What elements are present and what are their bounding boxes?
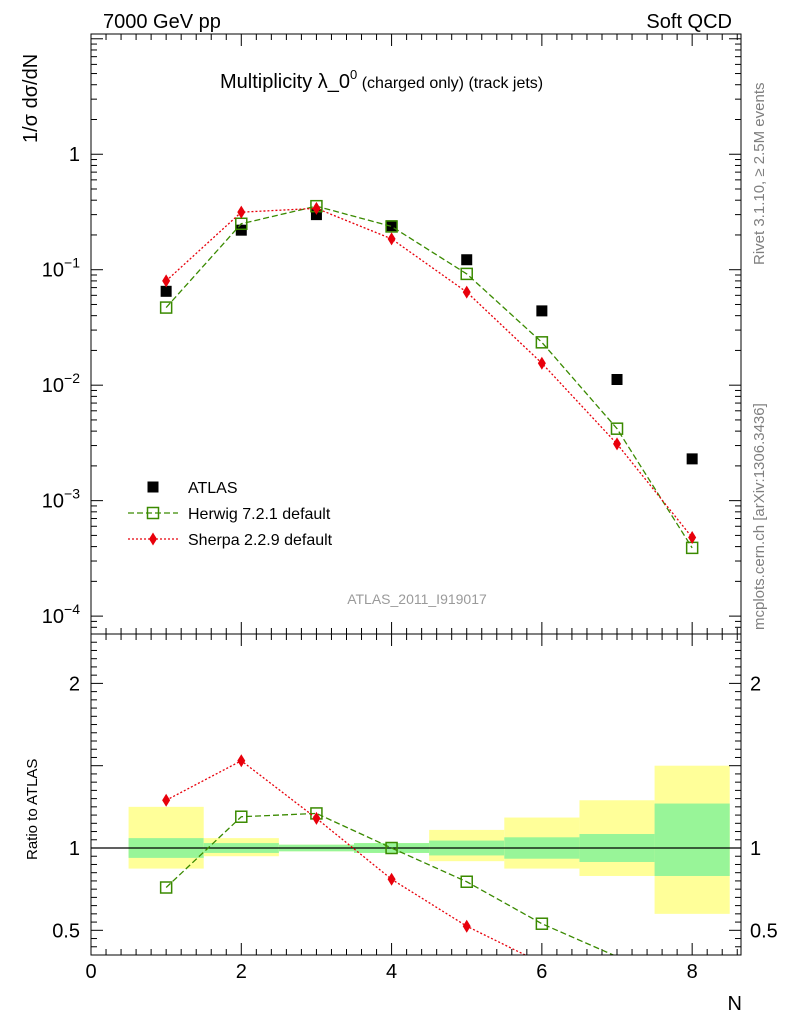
main-panel-axes: 10−4 10−3 10−2 10−1 1 [42, 34, 741, 635]
y-tick-label: 0.5 [52, 920, 80, 942]
data-point-1 [610, 422, 624, 435]
ratio-point-0 [535, 917, 549, 930]
ratio-panel-frame [90, 633, 742, 956]
band-inner [654, 803, 730, 876]
ratio-point-1 [387, 872, 396, 886]
x-tick-label: 8 [687, 961, 698, 983]
y-tick-label-right: 1 [750, 838, 761, 860]
ratio-point-0 [460, 875, 473, 888]
legend-marker-1 [146, 506, 160, 520]
data-point-2 [387, 232, 396, 246]
x-tick-label: 2 [236, 961, 247, 983]
ratio-point-0 [385, 841, 398, 855]
plot-title: Multiplicity λ_00 (charged only) (track … [220, 67, 543, 93]
beam-label: 7000 GeV pp [103, 11, 221, 33]
data-point-1 [385, 220, 398, 233]
ratio-point-1 [237, 754, 246, 768]
data-point-2 [237, 205, 246, 219]
ratio-line-0 [165, 812, 615, 955]
ratio-point-0 [235, 810, 248, 823]
x-tick-label: 6 [536, 961, 547, 983]
mcplots-label: mcplots.cern.ch [arXiv:1306.3436] [751, 403, 768, 630]
y-tick-label: 1 [69, 838, 80, 860]
ratio-series-group [159, 754, 615, 955]
y-tick-label: 1 [69, 144, 80, 166]
main-panel-series [159, 199, 699, 555]
ratio-point-1 [312, 811, 321, 825]
ratio-uncertainty-bands [128, 765, 730, 914]
data-point-2 [162, 274, 171, 288]
y-tick-label-right: 2 [750, 673, 761, 695]
data-point-2 [312, 201, 321, 215]
y-tick-label: 10−2 [42, 370, 80, 397]
x-tick-label: 0 [85, 961, 96, 983]
data-point-0 [611, 373, 623, 385]
legend-label-1: Herwig 7.2.1 default [188, 506, 331, 523]
data-point-0 [461, 254, 473, 266]
analysis-reference: ATLAS_2011_I919017 [347, 591, 487, 607]
x-axis-label: N [728, 993, 742, 1015]
legend: ATLAS Herwig 7.2.1 default Sherpa 2.2.9 de… [128, 480, 333, 549]
data-point-0 [536, 305, 548, 317]
y-tick-label-right: 0.5 [750, 920, 778, 942]
y-tick-label: 10−4 [42, 601, 80, 628]
data-point-1 [535, 336, 549, 349]
ratio-line-1 [165, 759, 527, 955]
process-label: Soft QCD [646, 11, 732, 33]
data-point-1 [460, 267, 473, 281]
data-point-2 [613, 437, 622, 451]
ratio-point-0 [159, 881, 173, 894]
y-tick-label: 2 [69, 673, 80, 695]
y-axis-label-ratio: Ratio to ATLAS [24, 759, 41, 860]
data-point-2 [462, 285, 471, 299]
data-point-0 [160, 285, 172, 297]
data-point-0 [386, 220, 398, 232]
legend-marker-2 [149, 532, 157, 546]
x-tick-label: 4 [386, 961, 397, 983]
legend-label-2: Sherpa 2.2.9 default [188, 532, 333, 549]
y-tick-label: 10−3 [42, 486, 80, 513]
ratio-point-1 [462, 919, 471, 933]
ratio-panel-axes: 0 2 4 6 8 0.5 0.5 1 1 2 2 [52, 633, 778, 983]
ratio-panel-series [159, 754, 615, 955]
rivet-version-label: Rivet 3.1.10, ≥ 2.5M events [751, 83, 768, 266]
ratio-point-1 [162, 793, 171, 807]
legend-marker-0 [147, 481, 159, 493]
data-point-1 [159, 301, 173, 314]
data-point-0 [686, 453, 698, 465]
series-line-2 [165, 207, 693, 538]
band-outer [128, 806, 204, 869]
data-point-2 [537, 356, 546, 370]
data-point-2 [688, 530, 697, 544]
legend-label-0: ATLAS [188, 480, 238, 497]
y-axis-label-main: 1/σ dσ/dN [20, 54, 42, 143]
y-tick-label: 10−1 [42, 255, 80, 282]
series-line-1 [165, 205, 693, 549]
data-point-0 [235, 224, 247, 236]
